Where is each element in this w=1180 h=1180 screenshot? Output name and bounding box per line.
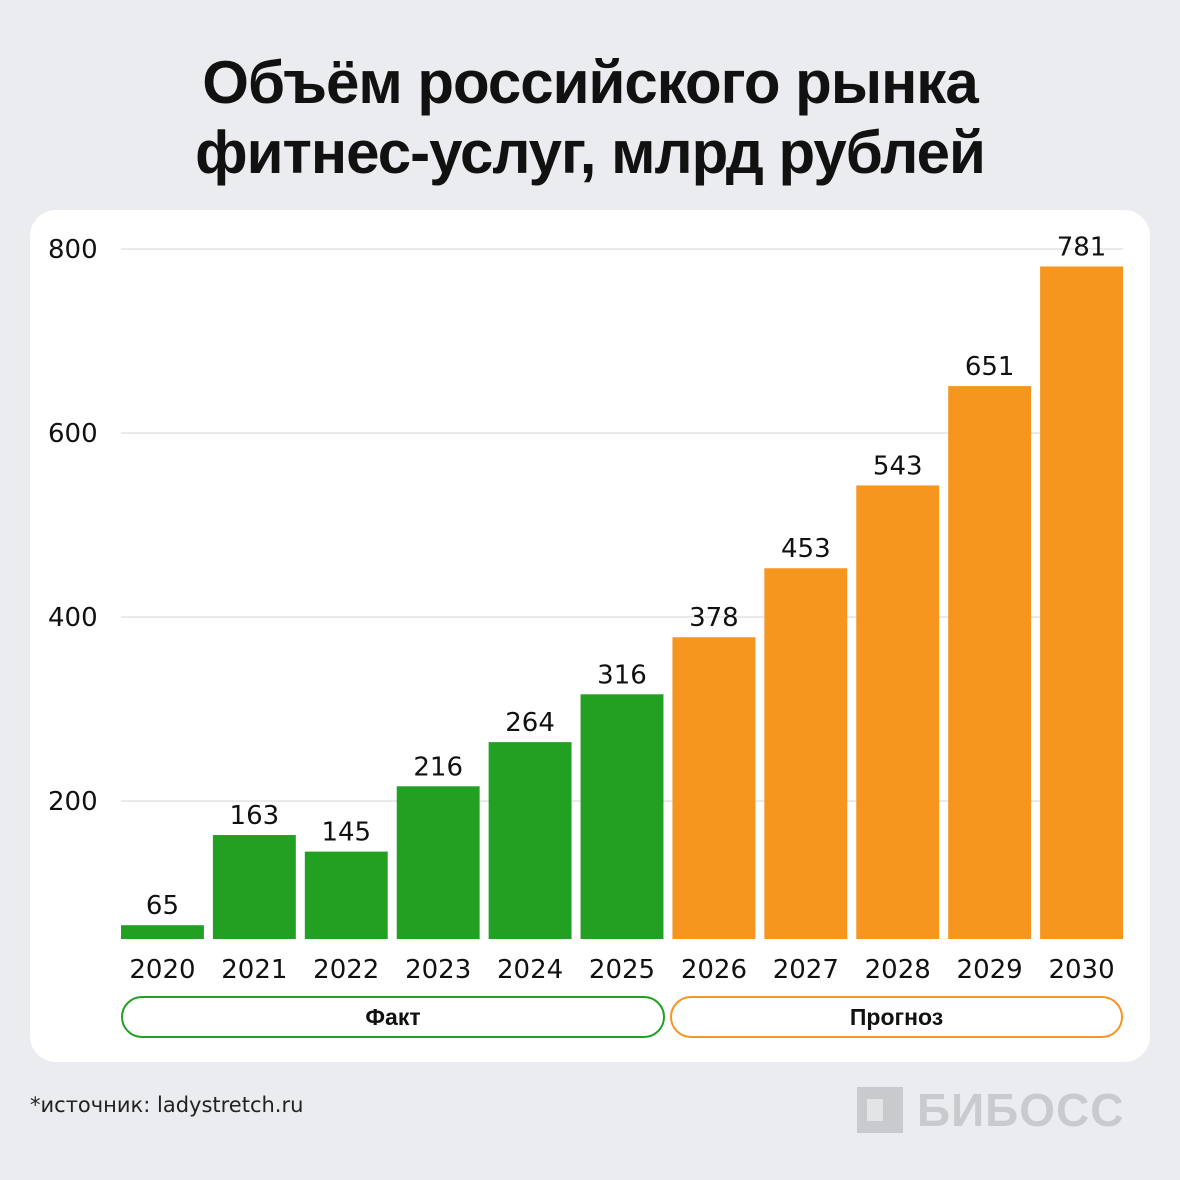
data-label-2027: 453 (781, 534, 831, 564)
chart-title-line-1: Объём российского рынка (202, 49, 978, 116)
source-note: *источник: ladystretch.ru (30, 1093, 304, 1117)
bar-2021 (212, 835, 296, 939)
y-tick-label-600: 600 (48, 419, 98, 449)
x-tick-label-2029: 2029 (957, 955, 1023, 985)
y-tick-label-400: 400 (48, 603, 98, 633)
legend-fact: Факт (121, 996, 665, 1038)
data-label-2028: 543 (873, 451, 923, 481)
bar-2022 (304, 851, 388, 939)
bar-2030 (1040, 266, 1123, 940)
x-tick-label-2025: 2025 (589, 955, 655, 985)
x-tick-label-2026: 2026 (681, 955, 747, 985)
legend-fact-label: Факт (365, 1003, 421, 1030)
data-label-2021: 163 (230, 801, 280, 831)
data-label-2020: 65 (146, 891, 179, 921)
bar-2028 (856, 485, 940, 939)
bar-2023 (396, 786, 480, 939)
bar-2026 (672, 637, 756, 939)
x-tick-label-2030: 2030 (1048, 955, 1114, 985)
data-label-2024: 264 (505, 708, 555, 738)
bar-2024 (488, 742, 572, 939)
y-tick-label-200: 200 (48, 787, 98, 817)
data-label-2030: 781 (1057, 232, 1107, 262)
x-tick-label-2023: 2023 (405, 955, 471, 985)
x-tick-label-2024: 2024 (497, 955, 563, 985)
chart-title-line-2: фитнес-услуг, млрд рублей (195, 119, 986, 186)
bar-chart: 200 400 600 800 65 2020 163 2021 145 2022 216 2023 2… (48, 232, 1123, 985)
bar-2025 (580, 694, 664, 939)
data-label-2026: 378 (689, 603, 739, 633)
data-label-2029: 651 (965, 352, 1015, 382)
x-tick-label-2022: 2022 (313, 955, 379, 985)
x-tick-label-2020: 2020 (129, 955, 195, 985)
bar-2029 (948, 386, 1032, 940)
bar-2027 (764, 568, 848, 939)
x-tick-label-2028: 2028 (865, 955, 931, 985)
data-label-2025: 316 (597, 660, 647, 690)
data-label-2022: 145 (321, 818, 371, 848)
y-tick-label-800: 800 (48, 235, 98, 265)
bar-2020 (121, 925, 204, 939)
x-tick-label-2021: 2021 (221, 955, 287, 985)
legend-forecast-label: Прогноз (849, 1003, 944, 1030)
brand-logo-icon (857, 1087, 903, 1133)
x-tick-label-2027: 2027 (773, 955, 839, 985)
brand-logo: БИБОСС (857, 1084, 1125, 1136)
data-label-2023: 216 (413, 752, 463, 782)
brand-logo-text: БИБОСС (917, 1084, 1125, 1136)
chart-title: Объём российского рынка фитнес-услуг, мл… (0, 48, 1180, 188)
legend-forecast: Прогноз (670, 996, 1123, 1038)
